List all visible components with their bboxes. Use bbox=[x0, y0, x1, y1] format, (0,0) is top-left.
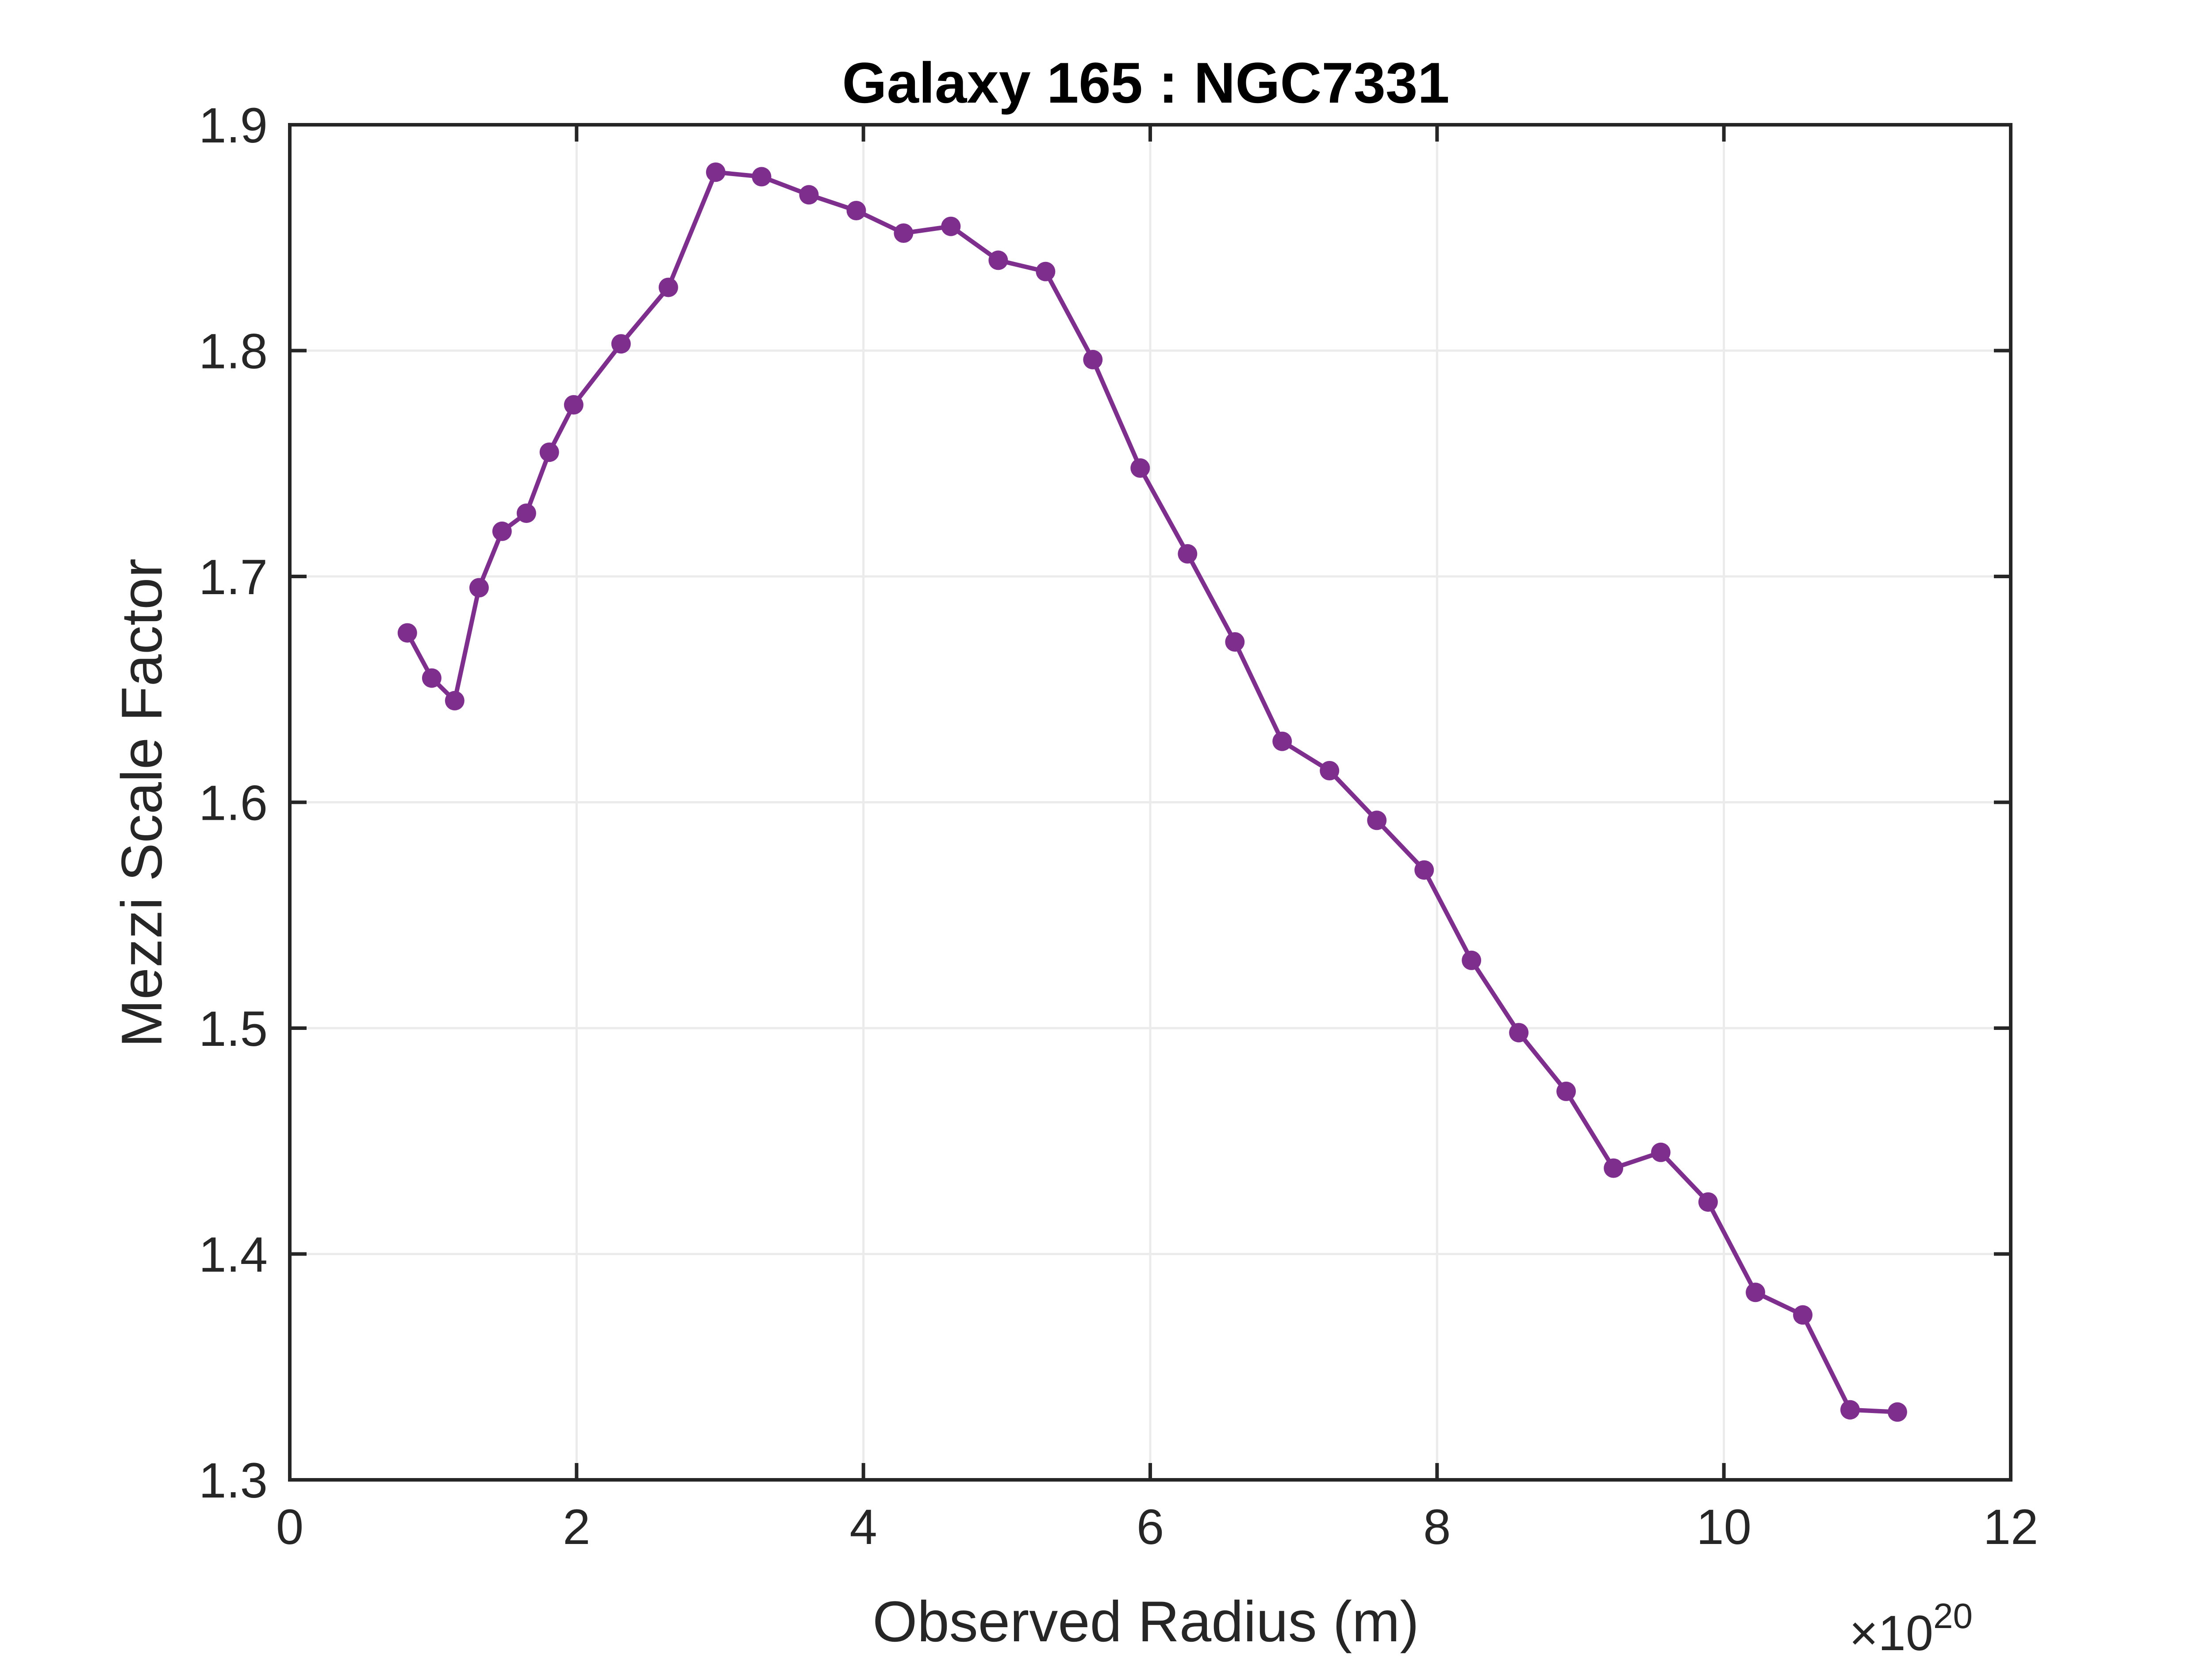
x-tick-label: 2 bbox=[563, 1499, 590, 1555]
x-axis-exponent-power: 20 bbox=[1933, 1596, 1973, 1636]
data-point bbox=[611, 334, 631, 354]
data-point bbox=[469, 578, 489, 598]
y-axis-label: Mezzi Scale Factor bbox=[109, 558, 174, 1047]
data-point bbox=[658, 277, 678, 297]
data-point bbox=[1509, 1023, 1529, 1043]
tick-labels: 0 2 4 6 8 10 12 1.3 1.4 1.5 1.6 1.7 1.8 1.9 bbox=[199, 98, 2038, 1555]
data-point bbox=[1462, 950, 1482, 970]
y-tick-label: 1.5 bbox=[199, 1001, 268, 1056]
y-tick-label: 1.6 bbox=[199, 776, 268, 831]
x-tick-label: 4 bbox=[850, 1499, 877, 1555]
x-tick-label: 0 bbox=[276, 1499, 303, 1555]
data-point bbox=[1036, 261, 1056, 281]
data-point bbox=[1556, 1081, 1576, 1101]
x-axis-exponent: ×1020 bbox=[1849, 1596, 1973, 1659]
tick-marks bbox=[288, 123, 2012, 1482]
data-point bbox=[1793, 1305, 1813, 1325]
y-tick-label: 1.9 bbox=[199, 98, 268, 153]
y-tick-label: 1.3 bbox=[199, 1453, 268, 1508]
data-point bbox=[1225, 632, 1245, 652]
data-point bbox=[397, 623, 417, 643]
y-tick-label: 1.4 bbox=[199, 1227, 268, 1283]
x-tick-label: 12 bbox=[1983, 1499, 2039, 1555]
data-point bbox=[1272, 731, 1292, 751]
data-point bbox=[1320, 761, 1340, 780]
y-tick-label: 1.7 bbox=[199, 549, 268, 605]
data-point bbox=[422, 668, 442, 688]
data-point bbox=[1604, 1158, 1624, 1178]
data-point bbox=[1130, 458, 1150, 478]
data-point bbox=[941, 216, 961, 236]
data-point bbox=[846, 201, 866, 220]
x-tick-label: 8 bbox=[1423, 1499, 1451, 1555]
data-point bbox=[445, 691, 465, 710]
x-tick-label: 6 bbox=[1137, 1499, 1164, 1555]
data-point bbox=[564, 395, 584, 415]
x-tick-label: 10 bbox=[1696, 1499, 1751, 1555]
x-axis-exponent-base: ×10 bbox=[1849, 1605, 1933, 1659]
data-point bbox=[1746, 1283, 1765, 1302]
data-point bbox=[799, 185, 819, 205]
data-point bbox=[988, 250, 1008, 270]
data-point bbox=[539, 442, 559, 462]
data-point bbox=[1178, 544, 1198, 564]
series-layer bbox=[397, 162, 1907, 1422]
data-point bbox=[516, 503, 536, 523]
data-point bbox=[894, 223, 914, 243]
data-point bbox=[1840, 1400, 1860, 1420]
data-point bbox=[752, 167, 772, 187]
data-point bbox=[1083, 349, 1103, 369]
chart-title: Galaxy 165 : NGC7331 bbox=[842, 50, 1449, 115]
data-point bbox=[1367, 810, 1387, 830]
data-point bbox=[1887, 1402, 1907, 1422]
data-point bbox=[706, 162, 726, 182]
y-tick-label: 1.8 bbox=[199, 324, 268, 379]
data-point bbox=[1651, 1142, 1671, 1162]
x-axis-label: Observed Radius (m) bbox=[872, 1589, 1419, 1654]
data-point bbox=[1698, 1192, 1718, 1212]
data-point bbox=[1414, 860, 1434, 880]
data-point bbox=[492, 521, 512, 541]
